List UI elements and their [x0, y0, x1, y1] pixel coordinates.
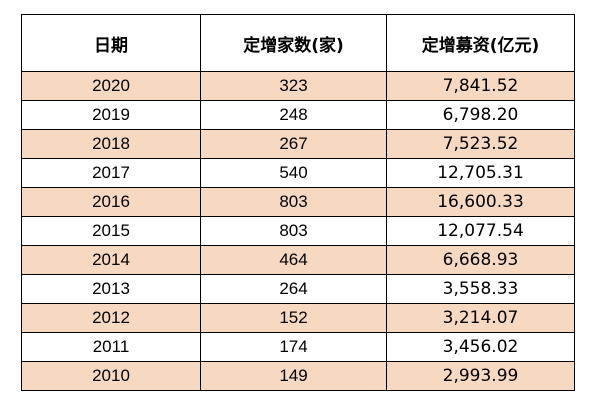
table-row: 2012 152 3,214.07: [21, 303, 575, 333]
cell-amount: 2,993.99: [386, 361, 575, 391]
cell-amount: 12,077.54: [386, 216, 575, 246]
cell-amount: 7,523.52: [386, 129, 575, 159]
header-placement-amount: 定增募资(亿元): [386, 14, 575, 72]
cell-count: 248: [200, 100, 387, 130]
cell-date: 2015: [21, 216, 201, 246]
cell-count: 540: [200, 158, 387, 188]
cell-date: 2019: [21, 100, 201, 130]
cell-date: 2018: [21, 129, 201, 159]
cell-count: 464: [200, 245, 387, 275]
cell-date: 2012: [21, 303, 201, 333]
cell-count: 803: [200, 216, 387, 246]
cell-date: 2020: [21, 71, 201, 101]
table-row: 2014 464 6,668.93: [21, 245, 575, 275]
cell-amount: 3,558.33: [386, 274, 575, 304]
private-placement-table-container: 日期 定增家数(家) 定增募资(亿元) 2020 323 7,841.52 20…: [21, 14, 575, 391]
table-body: 2020 323 7,841.52 2019 248 6,798.20 2018…: [21, 71, 575, 391]
cell-amount: 6,798.20: [386, 100, 575, 130]
cell-date: 2017: [21, 158, 201, 188]
cell-amount: 12,705.31: [386, 158, 575, 188]
table-row: 2017 540 12,705.31: [21, 158, 575, 188]
table-row: 2016 803 16,600.33: [21, 187, 575, 217]
cell-count: 152: [200, 303, 387, 333]
header-placement-count: 定增家数(家): [200, 14, 387, 72]
cell-count: 149: [200, 361, 387, 391]
table-row: 2015 803 12,077.54: [21, 216, 575, 246]
cell-count: 803: [200, 187, 387, 217]
private-placement-table: 日期 定增家数(家) 定增募资(亿元) 2020 323 7,841.52 20…: [21, 14, 575, 391]
cell-amount: 16,600.33: [386, 187, 575, 217]
header-date: 日期: [21, 14, 201, 72]
cell-date: 2010: [21, 361, 201, 391]
cell-date: 2013: [21, 274, 201, 304]
table-row: 2013 264 3,558.33: [21, 274, 575, 304]
cell-date: 2011: [21, 332, 201, 362]
table-row: 2020 323 7,841.52: [21, 71, 575, 101]
cell-count: 267: [200, 129, 387, 159]
cell-date: 2014: [21, 245, 201, 275]
table-header: 日期 定增家数(家) 定增募资(亿元): [21, 14, 575, 72]
cell-date: 2016: [21, 187, 201, 217]
cell-amount: 6,668.93: [386, 245, 575, 275]
table-row: 2010 149 2,993.99: [21, 361, 575, 391]
table-row: 2019 248 6,798.20: [21, 100, 575, 130]
table-row: 2018 267 7,523.52: [21, 129, 575, 159]
table-row: 2011 174 3,456.02: [21, 332, 575, 362]
header-row: 日期 定增家数(家) 定增募资(亿元): [21, 14, 575, 72]
cell-amount: 3,456.02: [386, 332, 575, 362]
cell-count: 174: [200, 332, 387, 362]
cell-amount: 3,214.07: [386, 303, 575, 333]
cell-count: 323: [200, 71, 387, 101]
cell-amount: 7,841.52: [386, 71, 575, 101]
cell-count: 264: [200, 274, 387, 304]
